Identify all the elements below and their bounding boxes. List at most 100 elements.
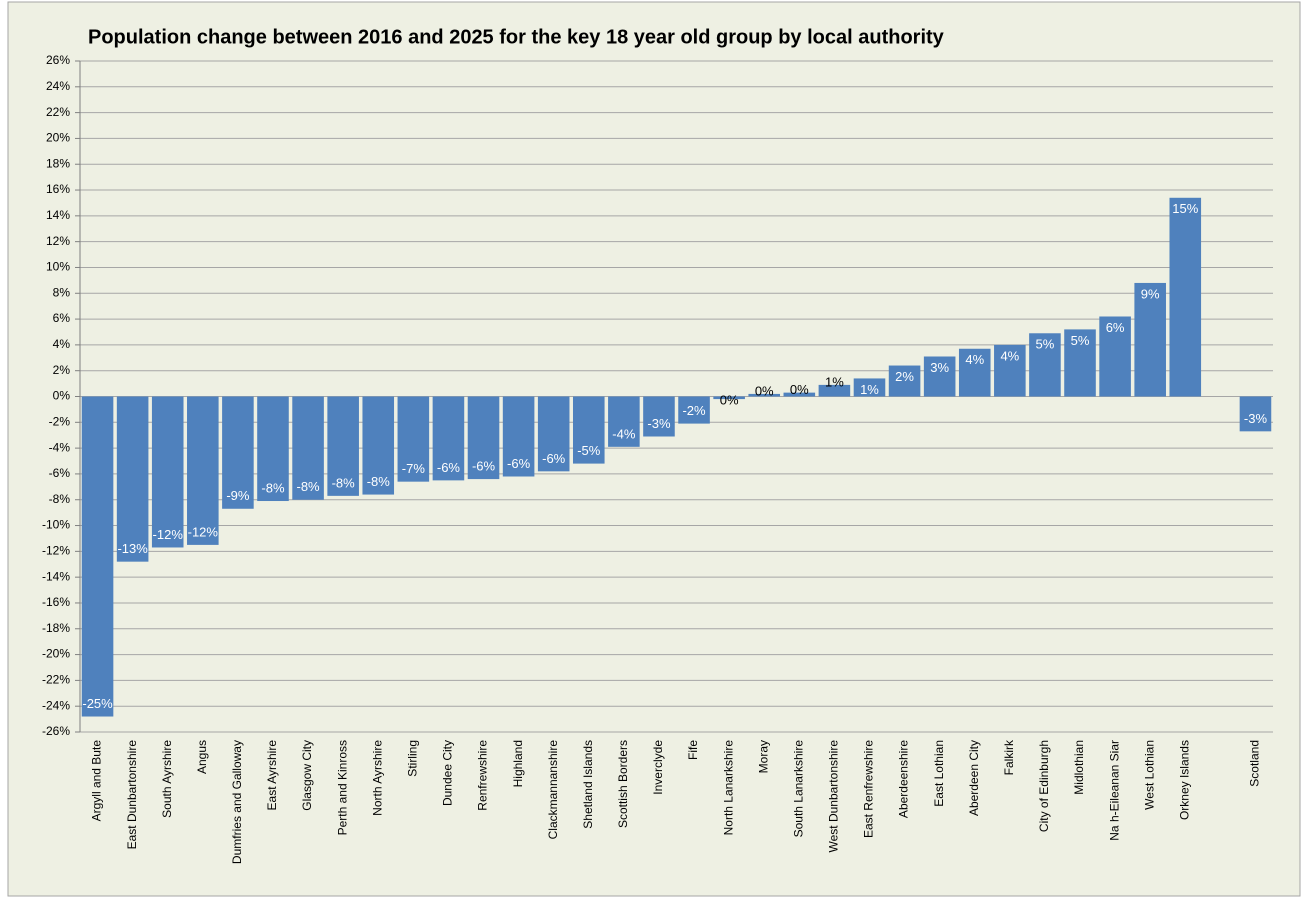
data-label: -12% <box>153 527 184 542</box>
data-label: 3% <box>930 360 949 375</box>
y-tick-label: 20% <box>46 131 70 145</box>
bar <box>327 396 359 496</box>
y-tick-label: 0% <box>53 389 71 403</box>
x-tick-label: West Lothian <box>1142 740 1156 810</box>
bar <box>853 378 886 397</box>
x-tick-label: Fife <box>686 740 700 760</box>
bar <box>81 396 114 717</box>
bar <box>678 396 710 424</box>
y-tick-label: 14% <box>46 208 70 222</box>
bar <box>537 396 570 472</box>
x-tick-label: Stirling <box>406 740 420 777</box>
bar <box>151 396 184 548</box>
data-label: 15% <box>1172 201 1198 216</box>
y-tick-label: -2% <box>49 414 71 428</box>
bar <box>994 344 1026 397</box>
y-tick-label: 16% <box>46 182 70 196</box>
data-label: 6% <box>1106 320 1125 335</box>
bar <box>608 396 640 447</box>
bar <box>888 365 921 397</box>
y-tick-label: -10% <box>42 518 70 532</box>
y-tick-label: -8% <box>49 492 71 506</box>
data-label: 5% <box>1036 337 1055 352</box>
chart-title: Population change between 2016 and 2025 … <box>88 26 945 48</box>
x-tick-label: East Renfrewshire <box>862 740 876 838</box>
data-label: -13% <box>117 541 148 556</box>
y-tick-label: 22% <box>46 105 70 119</box>
y-tick-label: -24% <box>42 698 70 712</box>
data-label: -3% <box>1244 411 1268 426</box>
data-label: -9% <box>226 488 250 503</box>
bar <box>362 396 395 495</box>
y-tick-label: -12% <box>42 544 70 558</box>
bar <box>1239 396 1272 432</box>
x-tick-label: Aberdeenshire <box>897 740 911 818</box>
data-label: 1% <box>860 382 879 397</box>
x-tick-label: Highland <box>511 740 525 787</box>
bar <box>572 396 605 464</box>
x-tick-label: East Lothian <box>932 740 946 807</box>
y-tick-label: 8% <box>53 285 71 299</box>
x-tick-label: Midlothian <box>1072 740 1086 795</box>
x-tick-label: North Lanarkshire <box>721 740 735 836</box>
x-tick-label: East Dunbartonshire <box>125 740 139 850</box>
x-tick-label: Orkney Islands <box>1177 740 1191 820</box>
y-tick-label: 4% <box>53 337 71 351</box>
x-tick-label: South Lanarkshire <box>791 740 805 838</box>
data-label: 0% <box>790 382 809 397</box>
x-tick-label: Falkirk <box>1002 739 1016 775</box>
data-label: 2% <box>895 369 914 384</box>
data-label: -6% <box>437 460 461 475</box>
data-label: 4% <box>965 352 984 367</box>
data-label: -6% <box>542 451 566 466</box>
x-tick-label: North Ayrshire <box>370 740 384 816</box>
x-tick-label: West Dunbartonshire <box>827 740 841 853</box>
x-tick-label: Aberdeen City <box>967 740 981 816</box>
bar <box>713 396 745 400</box>
x-tick-label: Moray <box>756 740 770 773</box>
bar <box>432 396 465 481</box>
data-label: -8% <box>367 474 391 489</box>
data-label: -8% <box>332 475 356 490</box>
data-label: 9% <box>1141 286 1160 301</box>
data-label: -6% <box>507 456 531 471</box>
data-label: -7% <box>402 461 426 476</box>
bar <box>187 396 219 545</box>
data-label: 0% <box>755 383 774 398</box>
data-label: 0% <box>720 393 739 408</box>
bar <box>923 356 956 397</box>
bar <box>1064 329 1096 397</box>
x-tick-label: Shetland Islands <box>581 740 595 829</box>
bar <box>783 392 816 397</box>
x-tick-label: Scotland <box>1248 740 1262 787</box>
x-tick-label: Dundee City <box>441 740 455 806</box>
data-label: -3% <box>647 416 671 431</box>
data-label: -5% <box>577 443 601 458</box>
y-tick-label: -14% <box>42 569 70 583</box>
x-tick-label: East Ayrshire <box>265 740 279 811</box>
y-tick-label: -4% <box>49 440 71 454</box>
y-tick-label: -26% <box>42 724 70 738</box>
x-tick-label: Clackmannanshire <box>546 740 560 840</box>
y-tick-label: 2% <box>53 363 71 377</box>
y-tick-label: 12% <box>46 234 70 248</box>
y-tick-label: 18% <box>46 156 70 170</box>
x-tick-label: Angus <box>195 740 209 774</box>
y-tick-label: -22% <box>42 673 70 687</box>
bar <box>116 396 149 562</box>
x-tick-label: South Ayrshire <box>160 740 174 818</box>
bar <box>397 396 430 482</box>
bar <box>502 396 535 477</box>
data-label: -6% <box>472 459 496 474</box>
bar <box>1029 333 1061 397</box>
data-label: -2% <box>682 403 706 418</box>
bar <box>257 396 289 502</box>
data-label: -25% <box>82 696 113 711</box>
bar <box>748 393 781 397</box>
x-tick-label: Argyll and Bute <box>90 740 104 822</box>
bar <box>1099 316 1131 397</box>
y-tick-label: -16% <box>42 595 70 609</box>
data-label: -8% <box>261 480 285 495</box>
bar <box>1169 197 1202 397</box>
